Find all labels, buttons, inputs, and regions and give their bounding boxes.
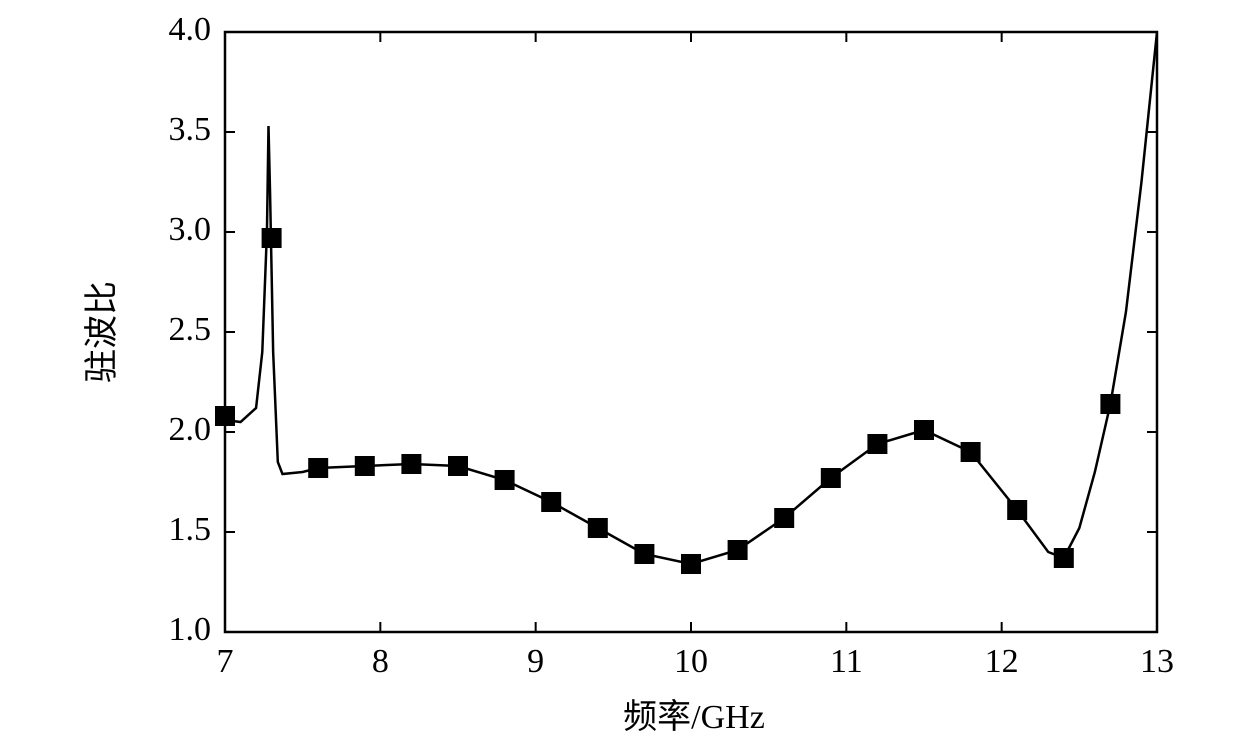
marker	[215, 406, 235, 426]
y-tick-label: 3.0	[169, 211, 212, 248]
y-tick-label: 4.0	[169, 11, 212, 48]
y-tick-label: 2.0	[169, 411, 212, 448]
marker	[1100, 394, 1121, 414]
marker	[914, 420, 934, 440]
y-tick-label: 1.5	[169, 511, 212, 548]
marker	[401, 454, 422, 474]
marker	[1053, 548, 1074, 568]
marker	[727, 540, 748, 560]
marker	[587, 518, 608, 538]
marker	[541, 492, 562, 512]
y-axis-label: 驻波比	[83, 281, 121, 383]
x-tick-label: 8	[372, 643, 389, 680]
marker	[681, 554, 701, 574]
y-tick-label: 2.5	[169, 311, 212, 348]
x-tick-label: 10	[674, 643, 708, 680]
y-tick-label: 3.5	[169, 111, 212, 148]
marker	[867, 434, 888, 454]
x-tick-label: 7	[217, 643, 234, 680]
plot-frame	[223, 30, 1159, 634]
curve	[225, 32, 1157, 566]
marker	[1007, 500, 1028, 520]
marker	[494, 470, 515, 490]
marker	[634, 544, 655, 564]
x-axis-label: 频率/GHz	[623, 698, 765, 736]
marker	[774, 508, 795, 528]
marker	[308, 458, 329, 478]
marker	[960, 442, 981, 462]
x-tick-label: 13	[1140, 643, 1174, 680]
marker	[354, 456, 375, 476]
marker	[261, 228, 282, 248]
x-tick-label: 11	[830, 643, 863, 680]
marker	[448, 456, 468, 476]
y-tick-label: 1.0	[169, 611, 212, 648]
x-tick-label: 9	[527, 643, 544, 680]
x-tick-label: 12	[985, 643, 1019, 680]
marker	[820, 468, 841, 488]
